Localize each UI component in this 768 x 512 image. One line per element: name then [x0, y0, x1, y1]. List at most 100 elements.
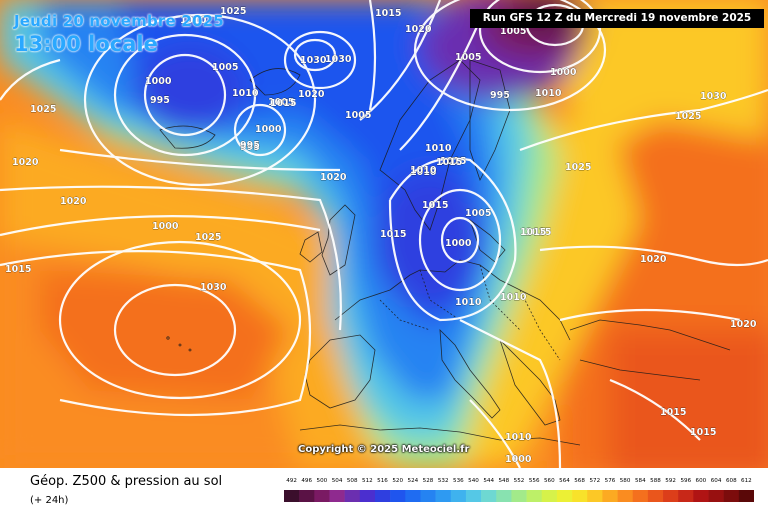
isobar-label: 1000 — [145, 76, 172, 87]
isobar-label: 1005 — [345, 110, 371, 121]
isobars — [0, 0, 768, 468]
isobar-label: 1015 — [375, 8, 401, 19]
colorbar-tick: 528 — [422, 478, 434, 484]
isobar-label: 1020 — [12, 157, 39, 168]
colorbar-swatch — [723, 490, 740, 502]
colorbar-swatch — [556, 490, 573, 502]
isobar-label: 1000 — [152, 221, 179, 232]
model-run-label: Run GFS 12 Z du Mercredi 19 novembre 202… — [470, 9, 764, 28]
isobar-label: 1015 — [690, 427, 716, 438]
colorbar-swatch — [481, 490, 497, 502]
isobar-label: 1015 — [5, 264, 31, 275]
colorbar-swatch — [678, 490, 694, 502]
colorbar-tick: 592 — [665, 478, 676, 484]
isobar-label: 1000 — [445, 238, 472, 249]
colorbar-tick-labels: 492 496 500 504 508 512 516 520 524 528 532 536 540 5… — [284, 478, 754, 488]
isobar-label: 1010 — [410, 165, 437, 176]
isobar-label: 1000 — [550, 67, 577, 78]
colorbar-tick: 584 — [634, 478, 646, 484]
isobar-label: 1010 — [500, 292, 527, 303]
isobar-label: 1010 — [535, 88, 562, 99]
geopotential-field — [0, 0, 768, 468]
isobar-label: 1005 — [465, 208, 491, 219]
colorbar-tick: 492 — [286, 478, 297, 484]
colorbar — [284, 490, 754, 502]
isobar-label: 1015 — [270, 98, 296, 109]
colorbar-tick: 508 — [346, 478, 358, 484]
colorbar-swatch — [541, 490, 558, 502]
isobar-label: 1030 — [300, 55, 327, 66]
copyright-notice: Copyright © 2025 Meteociel.fr — [298, 444, 470, 455]
isobar-label: 995 — [240, 142, 260, 153]
isobar-label: 1000 — [505, 454, 532, 465]
legend-bar: Géop. Z500 & pression au sol (+ 24h) 492… — [0, 468, 768, 512]
field-title: Géop. Z500 & pression au sol — [30, 474, 223, 489]
colorbar-tick: 552 — [513, 478, 525, 484]
isobar-label: 1025 — [565, 162, 591, 173]
colorbar-tick: 588 — [650, 478, 661, 484]
isobar-label: 1020 — [298, 89, 325, 100]
forecast-time: 13:00 locale — [14, 32, 158, 56]
isobar-label: 1020 — [730, 319, 757, 330]
isobar-label: 1030 — [700, 91, 727, 102]
colorbar-tick: 596 — [680, 478, 692, 484]
isobar-label: 1025 — [195, 232, 221, 243]
isobar-label: 1025 — [220, 6, 246, 17]
isobar-label: 1010 — [232, 88, 259, 99]
isobar-label: 1030 — [200, 282, 227, 293]
colorbar-swatch — [602, 490, 618, 502]
isobar-label: 1030 — [325, 54, 352, 65]
colorbar-swatch — [435, 490, 452, 502]
colorbar-tick: 564 — [559, 478, 570, 484]
colorbar-tick: 516 — [377, 478, 388, 484]
colorbar-tick: 600 — [695, 478, 707, 484]
isobar-label: 1015 — [660, 407, 686, 418]
colorbar-swatch — [405, 490, 421, 502]
colorbar-tick: 572 — [589, 478, 601, 484]
isobar-label: 1015 — [422, 200, 448, 211]
colorbar-tick: 608 — [725, 478, 737, 484]
isobar-label: 1000 — [255, 124, 282, 135]
colorbar-tick: 576 — [604, 478, 616, 484]
colorbar-swatch — [526, 490, 543, 502]
colorbar-swatch — [647, 490, 664, 502]
colorbar-tick: 500 — [316, 478, 328, 484]
weather-map: 1015102010051025103010009951010103010051… — [0, 0, 768, 468]
colorbar-swatch — [465, 490, 482, 502]
isobar-label: 1025 — [675, 111, 701, 122]
colorbar-tick: 532 — [437, 478, 449, 484]
colorbar-swatch — [390, 490, 406, 502]
colorbar-tick: 504 — [331, 478, 343, 484]
coastlines — [159, 59, 731, 446]
isobar-label: 1015 — [520, 227, 546, 238]
isobar-label: 1015 — [525, 227, 551, 238]
colorbar-tick: 548 — [498, 478, 510, 484]
colorbar-swatch — [617, 490, 634, 502]
isobar-label: 1005 — [268, 97, 294, 108]
colorbar-swatch — [344, 490, 361, 502]
colorbar-swatch — [587, 490, 603, 502]
isobar-label: 1010 — [410, 167, 437, 178]
colorbar-swatch — [496, 490, 512, 502]
colorbar-swatch — [511, 490, 527, 502]
isobar-label: 1005 — [455, 52, 481, 63]
colorbar-swatch — [359, 490, 376, 502]
colorbar-tick: 568 — [574, 478, 585, 484]
isobar-label: 1010 — [180, 15, 207, 26]
colorbar-swatch — [284, 490, 300, 502]
colorbar-swatch — [572, 490, 588, 502]
colorbar-swatch — [708, 490, 724, 502]
colorbar-swatch — [329, 490, 345, 502]
isobar-label: 1010 — [425, 143, 452, 154]
forecast-date: Jeudi 20 novembre 2025 — [14, 12, 224, 30]
isobar-label: 1020 — [60, 196, 87, 207]
colorbar-swatch — [738, 490, 754, 502]
isobar-label: 1020 — [320, 172, 347, 183]
colorbar-swatch — [374, 490, 391, 502]
lead-time: (+ 24h) — [30, 495, 69, 506]
colorbar-tick: 496 — [301, 478, 313, 484]
isobar-label: 1010 — [505, 432, 532, 443]
colorbar-swatch — [420, 490, 436, 502]
colorbar-swatch — [693, 490, 709, 502]
